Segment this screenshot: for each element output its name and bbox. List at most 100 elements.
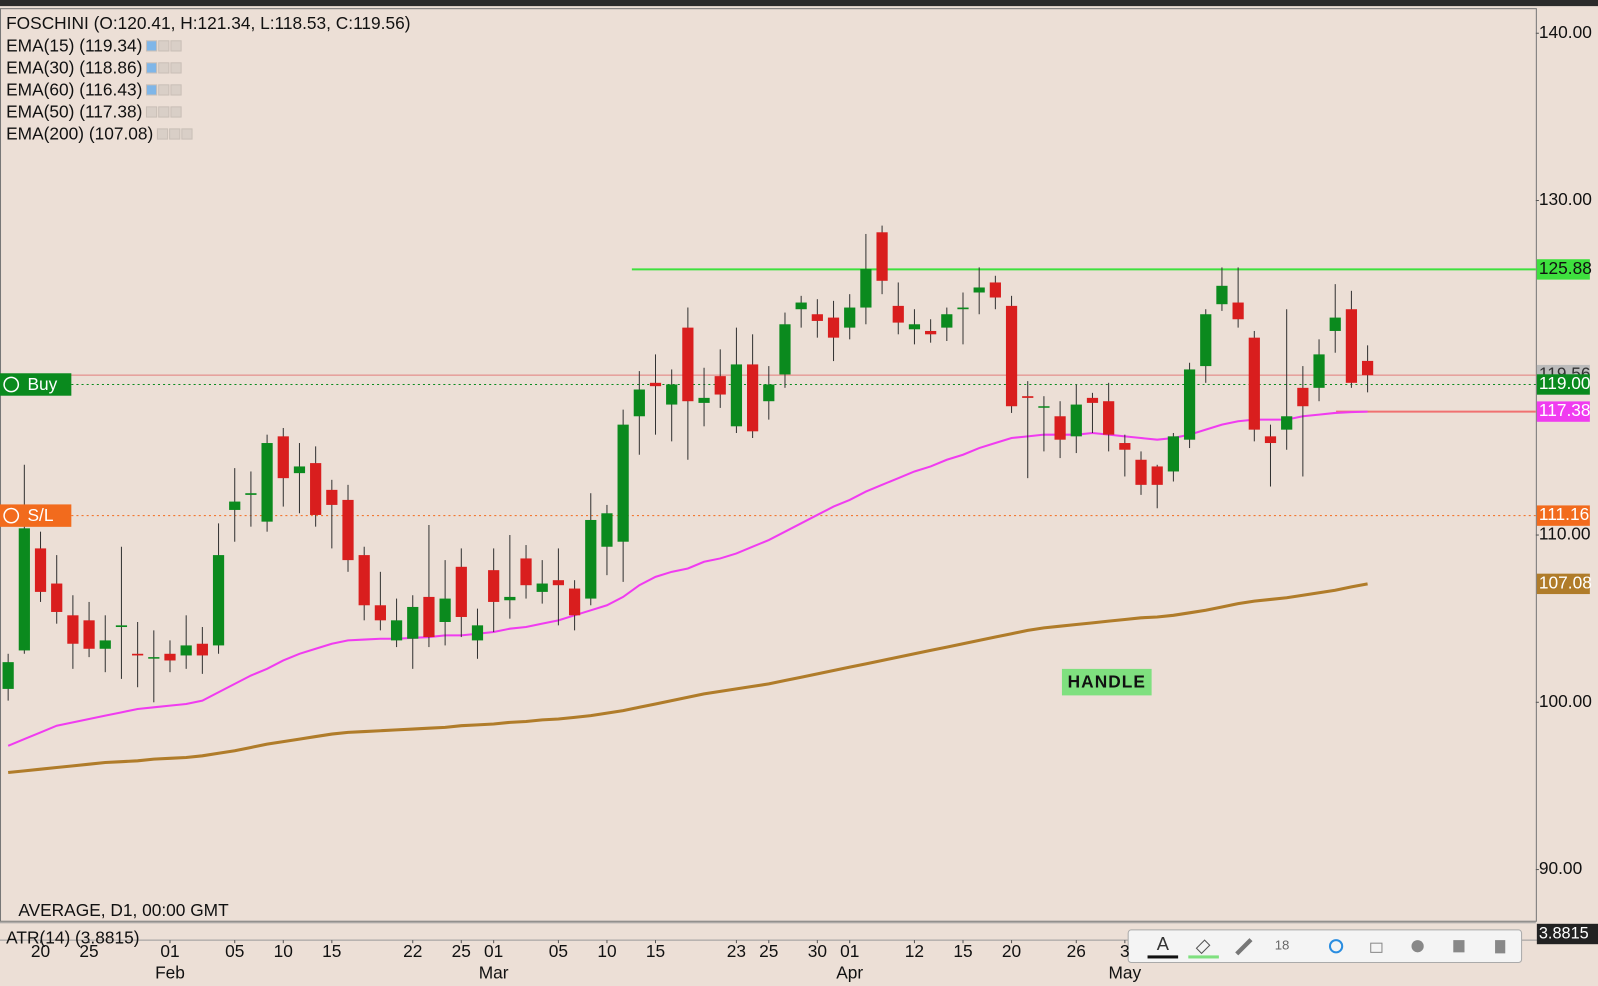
x-tick-label: 15	[322, 941, 341, 961]
x-tick-label: 23	[727, 941, 746, 961]
candle-body	[1119, 443, 1131, 450]
price-label-bg	[1536, 374, 1590, 395]
atr-value-label: 3.8815	[1539, 924, 1589, 942]
x-tick-label: 10	[597, 941, 616, 961]
legend-icon	[170, 62, 182, 74]
legend-icon	[169, 128, 181, 140]
fill-tool[interactable]	[1195, 939, 1211, 955]
toolbar: A 18	[1127, 929, 1523, 964]
candle-body	[1022, 396, 1034, 398]
candle-body	[1167, 436, 1179, 472]
x-tick-label: 22	[403, 941, 422, 961]
chart-title: FOSCHINI (O:120.41, H:121.34, L:118.53, …	[6, 13, 410, 33]
candle-body	[714, 376, 726, 395]
candle-body	[1151, 466, 1163, 485]
toolbar-bg	[1127, 929, 1523, 964]
pen-tool[interactable]	[1235, 938, 1253, 956]
footer: AVERAGE, D1, 00:00 GMT	[18, 900, 229, 920]
candle-body	[455, 566, 467, 617]
candle-body	[601, 513, 613, 547]
candle-body	[908, 324, 921, 330]
legend-icon	[145, 62, 158, 74]
candle-body	[941, 314, 953, 328]
candle-body	[293, 466, 306, 474]
candle-body	[520, 558, 532, 586]
x-tick-label: 15	[953, 941, 972, 961]
candle-body	[747, 364, 759, 432]
candle-body	[1135, 459, 1147, 485]
ema-line	[7, 582, 1368, 775]
candle-body	[51, 583, 63, 612]
x-tick-label: 05	[549, 941, 568, 961]
order-close[interactable]	[3, 376, 20, 393]
candle-body	[682, 327, 694, 402]
settings-button[interactable]	[1411, 940, 1424, 953]
x-tick-label: 01	[484, 941, 503, 961]
candle-body	[115, 625, 128, 628]
legend-entry: EMA(50) (117.38)	[6, 102, 142, 122]
candle-body	[1086, 397, 1099, 403]
candle-body	[34, 548, 47, 592]
lock-toggle[interactable]	[1370, 942, 1383, 953]
order-tag-bg	[0, 373, 72, 396]
candle-body	[649, 382, 662, 387]
candle-body	[1005, 305, 1018, 407]
x-tick-label: 10	[274, 941, 293, 961]
visibility-toggle[interactable]	[1328, 939, 1344, 954]
delete-button[interactable]	[1495, 940, 1506, 954]
price-label-bg	[1536, 505, 1590, 526]
candle-body	[585, 519, 597, 599]
order-close[interactable]	[3, 507, 20, 524]
candle-body	[310, 463, 322, 515]
candle-body	[1248, 337, 1260, 430]
legend-icon	[156, 128, 169, 140]
month-label: Apr	[836, 962, 863, 982]
candle-body	[99, 640, 111, 649]
marks	[0, 225, 1536, 775]
legend-entry: EMA(200) (107.08)	[6, 124, 153, 144]
candle-body	[552, 580, 565, 586]
x-tick-label: 12	[905, 941, 924, 961]
order-tag: S/L	[28, 505, 54, 525]
candle-body	[1070, 404, 1082, 437]
candle-body	[407, 606, 419, 639]
copy-button[interactable]	[1453, 940, 1465, 953]
fill-color[interactable]	[1188, 955, 1219, 959]
candle-body	[763, 384, 775, 402]
x-tick-label: 25	[79, 941, 98, 961]
annotation: HANDLE	[1068, 672, 1146, 692]
x-tick-label: 20	[31, 941, 50, 961]
top-bar	[0, 0, 1598, 7]
candle-body	[666, 384, 678, 405]
ema-line	[7, 410, 1368, 747]
month-label: May	[1108, 962, 1141, 982]
candle-body	[2, 662, 14, 689]
x-tick-label: 25	[759, 941, 778, 961]
x-tick-label: 15	[646, 941, 665, 961]
candle-body	[827, 317, 840, 338]
candle-body	[164, 653, 176, 661]
price-label: 111.16	[1539, 504, 1589, 524]
price-label-bg	[1536, 259, 1590, 280]
candle-body	[1361, 360, 1374, 376]
candle-body	[860, 269, 872, 308]
candle-body	[132, 653, 144, 656]
candle-body	[488, 570, 500, 602]
candle-body	[1329, 317, 1341, 331]
candle-body	[1313, 354, 1325, 388]
legend-entry: EMA(15) (119.34)	[6, 35, 142, 55]
font-size[interactable]: 18	[1275, 938, 1290, 953]
y-tick-label: 110.00	[1539, 524, 1591, 544]
candle-body	[374, 605, 386, 621]
candle-body	[568, 588, 581, 616]
text-tool[interactable]: A	[1157, 933, 1170, 954]
x-tick-label: 25	[452, 941, 471, 961]
candle-body	[1103, 401, 1115, 435]
text-color[interactable]	[1147, 955, 1179, 959]
candle-body	[342, 499, 354, 561]
candle-body	[1216, 285, 1228, 305]
x-tick-label: 05	[225, 941, 244, 961]
candle-body	[811, 314, 823, 321]
x-tick-label: 01	[840, 941, 859, 961]
